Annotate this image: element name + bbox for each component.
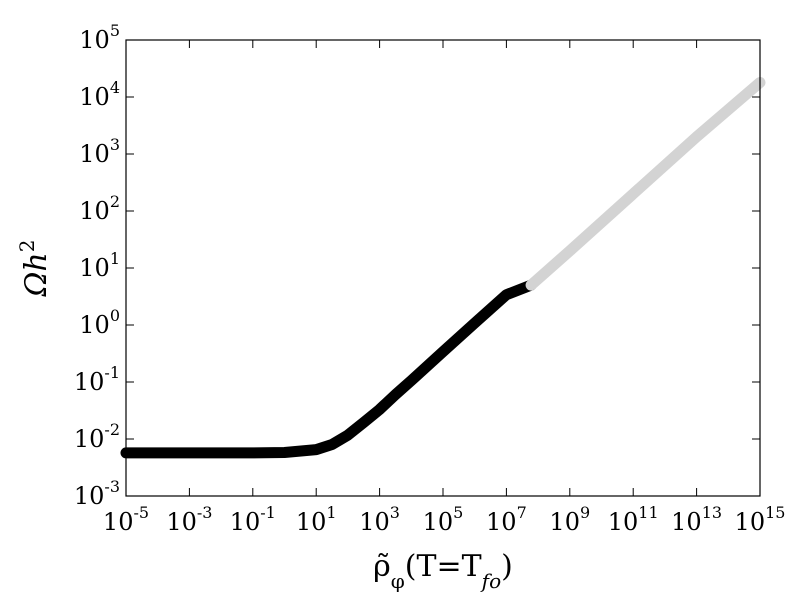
y-tick-label: 101 <box>79 249 120 282</box>
x-tick-labels: 10-5 10-3 10-1 101 103 105 107 109 1011 1013 1015 <box>103 503 786 536</box>
x-tick-label: 107 <box>486 503 527 536</box>
x-ticks <box>125 40 761 496</box>
y-axis-label: Ωh2 <box>15 240 54 298</box>
x-tick-label: 1013 <box>671 503 722 536</box>
x-tick-label: 1011 <box>608 503 659 536</box>
x-tick-label: 109 <box>549 503 590 536</box>
series-line-0 <box>120 279 537 459</box>
y-tick-label: 10-1 <box>74 363 120 396</box>
y-tick-label: 104 <box>79 78 120 111</box>
x-tick-label: 105 <box>423 503 464 536</box>
x-tick-label: 103 <box>359 503 400 536</box>
x-tick-label: 10-5 <box>103 503 149 536</box>
y-ticks <box>126 39 760 497</box>
y-tick-label: 100 <box>79 306 120 339</box>
series-line-1 <box>525 76 766 291</box>
x-tick-label: 10-1 <box>230 503 276 536</box>
x-tick-label: 10-3 <box>166 503 212 536</box>
x-axis-label: ρ̃φ(T=Tfo) <box>373 549 513 593</box>
y-tick-label: 103 <box>79 135 120 168</box>
series-layer <box>120 76 766 459</box>
y-tick-label: 105 <box>79 21 120 54</box>
y-tick-labels: 10-3 10-2 10-1 100 101 102 103 104 105 <box>74 21 120 510</box>
x-tick-label: 101 <box>296 503 337 536</box>
x-tick-label: 1015 <box>735 503 786 536</box>
plot-frame <box>125 39 761 497</box>
y-tick-label: 102 <box>79 192 120 225</box>
y-tick-label: 10-2 <box>74 420 120 453</box>
y-tick-label: 10-3 <box>74 477 120 510</box>
